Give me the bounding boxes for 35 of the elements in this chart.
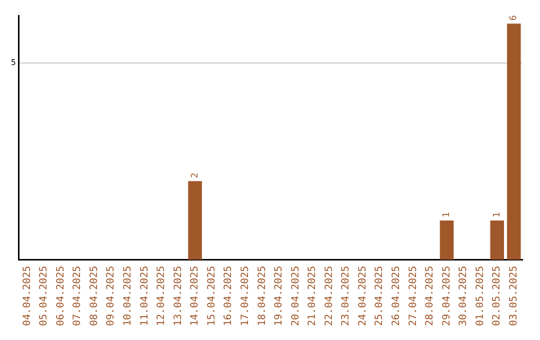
x-tick-label: 19.04.2025	[274, 266, 285, 326]
x-tick-label: 24.04.2025	[357, 266, 368, 326]
x-tick-label: 25.04.2025	[374, 266, 386, 326]
x-tick-label: 16.04.2025	[223, 266, 234, 326]
x-tick-label: 23.04.2025	[340, 266, 352, 326]
x-tick-label: 12.04.2025	[156, 266, 168, 326]
x-tick-label: 30.04.2025	[458, 266, 470, 326]
data-label: 2	[190, 172, 200, 178]
x-tick-label: 28.04.2025	[424, 266, 436, 326]
x-tick-label: 27.04.2025	[408, 266, 419, 326]
x-tick-label: 29.04.2025	[441, 266, 452, 326]
x-tick-label: 02.05.2025	[492, 266, 503, 326]
x-tick-label: 26.04.2025	[391, 266, 402, 326]
x-tick-label: 10.04.2025	[122, 266, 134, 326]
x-tick-label: 21.04.2025	[307, 266, 318, 326]
x-tick-label: 14.04.2025	[190, 266, 201, 326]
x-tick-label: 17.04.2025	[240, 266, 251, 326]
x-tick-label: 15.04.2025	[206, 266, 218, 326]
x-tick-label: 03.05.2025	[508, 266, 520, 326]
x-tick-label: 04.04.2025	[22, 266, 33, 326]
x-tick-label: 08.04.2025	[88, 266, 100, 326]
x-tick-label: 06.04.2025	[55, 266, 66, 326]
x-tick-label: 18.04.2025	[256, 266, 268, 326]
y-tick-label: 5	[10, 58, 16, 68]
x-tick-label: 01.05.2025	[474, 266, 486, 326]
data-label: 1	[492, 212, 502, 218]
x-tick-label: 20.04.2025	[290, 266, 302, 326]
x-tick-label: 07.04.2025	[72, 266, 84, 326]
x-tick-label: 05.04.2025	[38, 266, 50, 326]
x-tick-label: 09.04.2025	[106, 266, 117, 326]
data-label: 6	[509, 15, 520, 21]
x-tick-label: 13.04.2025	[172, 266, 184, 326]
x-tick-label: 22.04.2025	[324, 266, 335, 326]
x-tick-label: 11.04.2025	[139, 266, 150, 326]
data-label: 1	[442, 212, 452, 218]
